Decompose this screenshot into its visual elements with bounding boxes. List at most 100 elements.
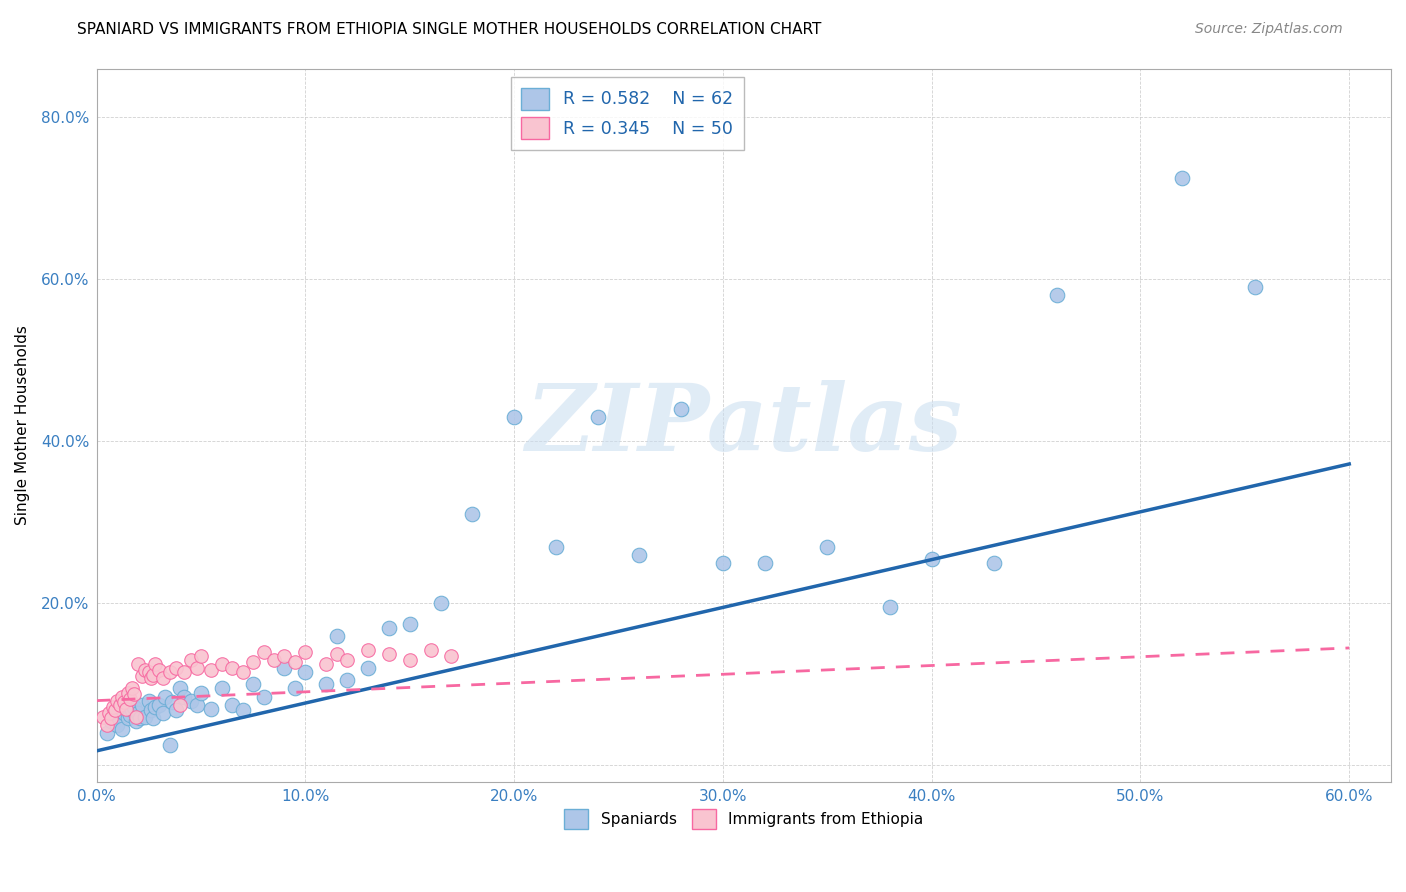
Point	[190, 685, 212, 699]
Point	[378, 647, 401, 661]
Point	[96, 726, 118, 740]
Point	[104, 703, 127, 717]
Point	[711, 556, 734, 570]
Point	[273, 661, 295, 675]
Point	[190, 648, 212, 663]
Point	[1244, 280, 1267, 294]
Point	[315, 677, 337, 691]
Point	[112, 695, 135, 709]
Point	[118, 708, 141, 723]
Point	[159, 665, 181, 680]
Point	[122, 700, 145, 714]
Point	[169, 698, 191, 712]
Point	[138, 693, 160, 707]
Point	[336, 673, 359, 688]
Point	[315, 657, 337, 672]
Point	[148, 663, 170, 677]
Point	[103, 710, 125, 724]
Point	[263, 653, 285, 667]
Point	[669, 401, 692, 416]
Point	[121, 703, 143, 717]
Point	[114, 702, 136, 716]
Point	[357, 643, 380, 657]
Point	[179, 693, 201, 707]
Point	[117, 685, 139, 699]
Point	[131, 669, 153, 683]
Point	[152, 706, 174, 720]
Point	[461, 507, 484, 521]
Point	[131, 698, 153, 712]
Point	[232, 665, 254, 680]
Point	[544, 540, 567, 554]
Point	[879, 600, 901, 615]
Point	[628, 548, 651, 562]
Point	[143, 700, 166, 714]
Point	[155, 690, 177, 704]
Point	[138, 665, 160, 680]
Point	[294, 645, 316, 659]
Point	[127, 706, 149, 720]
Point	[211, 681, 233, 696]
Point	[117, 711, 139, 725]
Point	[173, 690, 195, 704]
Point	[112, 706, 135, 720]
Point	[754, 556, 776, 570]
Point	[159, 738, 181, 752]
Point	[440, 648, 463, 663]
Point	[378, 621, 401, 635]
Point	[1171, 170, 1194, 185]
Point	[134, 663, 156, 677]
Point	[165, 661, 187, 675]
Point	[139, 703, 162, 717]
Point	[142, 711, 165, 725]
Point	[336, 653, 359, 667]
Point	[419, 643, 441, 657]
Point	[273, 648, 295, 663]
Point	[143, 657, 166, 672]
Point	[118, 692, 141, 706]
Point	[125, 714, 148, 728]
Point	[211, 657, 233, 672]
Point	[430, 596, 453, 610]
Point	[242, 677, 264, 691]
Point	[200, 702, 222, 716]
Point	[221, 661, 243, 675]
Point	[242, 655, 264, 669]
Point	[200, 663, 222, 677]
Point	[125, 710, 148, 724]
Point	[160, 695, 183, 709]
Point	[107, 693, 129, 707]
Point	[152, 671, 174, 685]
Point	[325, 629, 347, 643]
Point	[100, 711, 122, 725]
Point	[173, 665, 195, 680]
Point	[232, 703, 254, 717]
Text: Source: ZipAtlas.com: Source: ZipAtlas.com	[1195, 22, 1343, 37]
Point	[252, 645, 274, 659]
Point	[114, 702, 136, 716]
Point	[103, 700, 125, 714]
Point	[252, 690, 274, 704]
Point	[127, 657, 149, 672]
Legend: Spaniards, Immigrants from Ethiopia: Spaniards, Immigrants from Ethiopia	[558, 803, 929, 835]
Text: ZIPatlas: ZIPatlas	[526, 380, 962, 470]
Point	[815, 540, 838, 554]
Point	[134, 710, 156, 724]
Point	[186, 698, 208, 712]
Point	[110, 690, 132, 704]
Point	[91, 710, 114, 724]
Point	[284, 681, 307, 696]
Point	[186, 661, 208, 675]
Point	[503, 409, 526, 424]
Text: SPANIARD VS IMMIGRANTS FROM ETHIOPIA SINGLE MOTHER HOUSEHOLDS CORRELATION CHART: SPANIARD VS IMMIGRANTS FROM ETHIOPIA SIN…	[77, 22, 821, 37]
Point	[284, 655, 307, 669]
Point	[983, 556, 1005, 570]
Point	[921, 551, 943, 566]
Point	[129, 711, 152, 725]
Point	[586, 409, 609, 424]
Point	[108, 698, 131, 712]
Point	[142, 667, 165, 681]
Point	[325, 647, 347, 661]
Point	[165, 703, 187, 717]
Point	[169, 681, 191, 696]
